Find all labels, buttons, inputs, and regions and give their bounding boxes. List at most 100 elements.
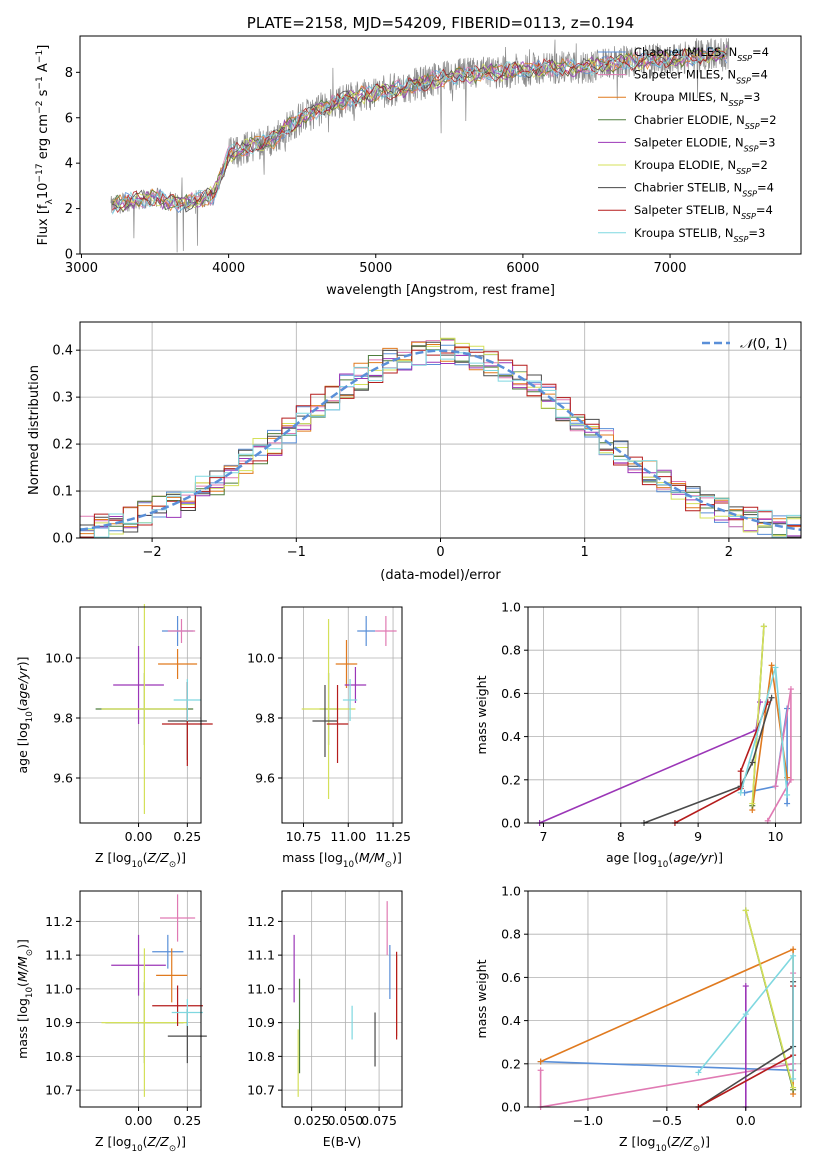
histogram-step	[80, 349, 801, 538]
y-tick-label: 0	[65, 248, 73, 263]
text-span: ⊙	[169, 1144, 176, 1154]
text-span: E(B-V)	[323, 1134, 362, 1149]
y-tick-label: 8	[65, 66, 73, 81]
errorbar-point	[375, 616, 397, 646]
errorbar-point	[326, 685, 349, 763]
y-axis-label: mass [log10(M/M⊙)]	[15, 939, 35, 1059]
weight-line	[751, 626, 765, 804]
y-tick-label: 11.1	[247, 948, 275, 963]
x-tick-label: 5000	[359, 261, 392, 276]
text-span: mass [	[282, 850, 324, 865]
errorbar-point	[160, 894, 196, 942]
y-tick-label: 0.0	[52, 532, 73, 547]
y-tick-label: 11.0	[45, 981, 73, 996]
y-tick-label: 0.4	[501, 729, 521, 744]
weight-axes-frame	[527, 606, 802, 824]
text-span: ⊙	[385, 860, 392, 870]
errorbar-point	[344, 667, 367, 703]
text-span: SSP	[742, 189, 757, 198]
y-tick-label: 10.0	[45, 651, 73, 666]
x-tick-label: 1	[581, 545, 589, 560]
y-tick-label: 0.8	[501, 643, 521, 658]
text-span: (	[143, 850, 148, 865]
histogram-step	[80, 354, 801, 537]
text-span: =4	[757, 181, 774, 195]
text-span: log	[112, 1134, 131, 1149]
errorbar-point	[342, 679, 358, 721]
y-tick-label: 0.2	[501, 772, 521, 787]
text-span: (	[15, 706, 30, 711]
legend-label: Kroupa MILES, NSSP=3	[634, 90, 760, 108]
scatter-axes-frame	[281, 606, 403, 824]
y-tick-label: 4	[65, 157, 73, 172]
text-span: SSP	[741, 212, 756, 221]
text-span: SSP	[736, 76, 751, 85]
text-span: (	[667, 1134, 672, 1149]
y-axis-label: mass weight	[474, 675, 489, 754]
y-tick-label: 10.8	[45, 1049, 73, 1064]
text-span: =2	[760, 113, 777, 127]
text-span: SSP	[734, 234, 749, 243]
errorbar-point	[167, 619, 196, 643]
text-span: =4	[752, 45, 769, 59]
x-tick-label: 0.0	[736, 1113, 756, 1128]
y-tick-label: 9.8	[255, 711, 275, 726]
text-span: SSP	[745, 121, 760, 130]
errorbar-point	[101, 948, 188, 1097]
x-tick-label: 2	[725, 545, 733, 560]
errorbar-point	[111, 934, 166, 996]
text-span: erg cm	[36, 114, 51, 163]
x-tick-label: 11.25	[375, 829, 411, 844]
x-tick-label: 9	[694, 829, 702, 844]
text-span: (	[15, 982, 30, 987]
text-span: λ	[45, 199, 55, 205]
model-spectrum-line	[112, 48, 727, 213]
x-tick-label: −1	[287, 545, 306, 560]
text-span: log	[636, 1134, 655, 1149]
text-span: )]	[700, 1134, 710, 1149]
x-tick-label: 4000	[212, 261, 245, 276]
x-axis-label: E(B-V)	[323, 1134, 362, 1149]
x-tick-label: 0.25	[173, 829, 201, 844]
text-span: −17	[35, 163, 45, 182]
text-span: =4	[751, 68, 768, 82]
text-span: log	[15, 998, 30, 1017]
y-tick-label: 10.7	[45, 1083, 73, 1098]
text-span: Salpeter STELIB, N	[634, 203, 741, 217]
text-span: −1	[35, 50, 45, 63]
x-axis-label: Z [log10(Z/Z⊙)]	[95, 850, 186, 870]
y-tick-label: 0.0	[501, 1100, 521, 1115]
y-tick-label: 11.0	[247, 981, 275, 996]
errorbar-point	[357, 616, 376, 646]
errorbar-point	[113, 646, 164, 724]
text-span: 10	[36, 183, 51, 200]
model-spectrum-line	[112, 46, 728, 215]
text-span: SSP	[737, 54, 752, 63]
x-tick-label: −0.5	[652, 1113, 682, 1128]
y-tick-label: 10.0	[247, 651, 275, 666]
text-span: 10	[657, 860, 668, 870]
x-tick-label: 0.00	[125, 829, 153, 844]
errorbar-point	[152, 985, 203, 1026]
x-tick-label: 7	[539, 829, 547, 844]
errorbar-point	[171, 999, 203, 1026]
text-span: 10	[25, 987, 35, 998]
weight-line	[540, 1060, 794, 1072]
text-span: ⊙	[25, 949, 35, 956]
text-span: (	[668, 850, 673, 865]
legend-label: 𝒩(0, 1)	[740, 337, 787, 352]
weight-axes-frame	[527, 890, 802, 1108]
errorbar-point	[156, 948, 188, 1003]
x-axis-label: mass [log10(M/M⊙)]	[282, 850, 402, 870]
legend-label: Salpeter STELIB, NSSP=4	[634, 203, 773, 221]
legend-label: Kroupa ELODIE, NSSP=2	[634, 158, 768, 176]
y-axis-label: age [log10(age/yr)]	[15, 656, 35, 773]
text-span: log	[638, 850, 657, 865]
text-span: log	[324, 850, 343, 865]
errorbar-point	[335, 640, 358, 688]
chart-title: PLATE=2158, MJD=54209, FIBERID=0113, z=0…	[247, 14, 634, 32]
y-tick-label: 0.3	[52, 391, 73, 406]
text-span: Kroupa MILES, N	[634, 90, 729, 104]
text-span: s	[36, 89, 51, 100]
text-span: age/yr	[15, 665, 30, 706]
